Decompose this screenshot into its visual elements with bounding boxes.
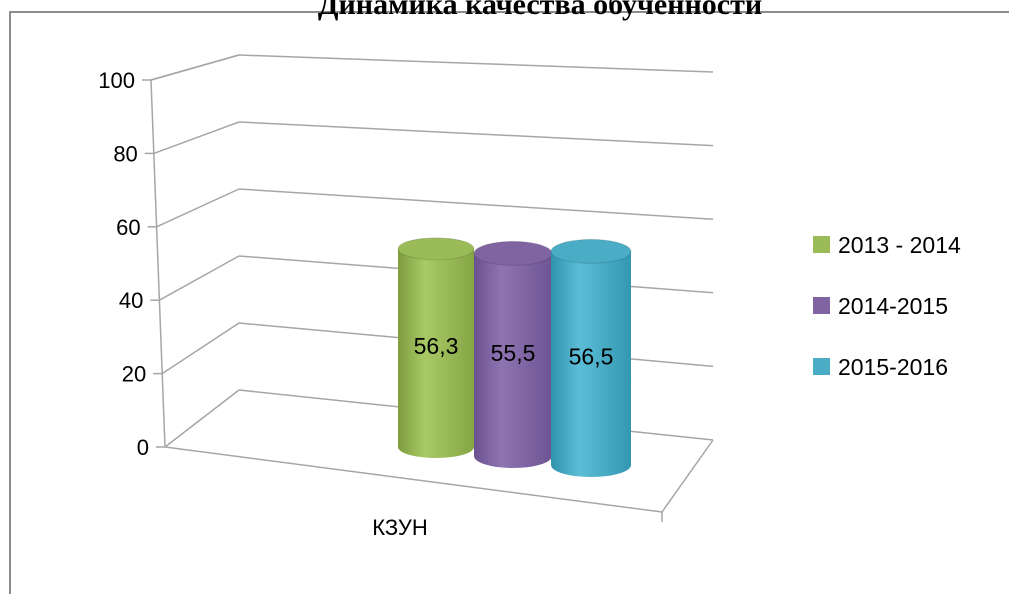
bar-body bbox=[474, 253, 552, 468]
category-label: КЗУН bbox=[372, 515, 427, 540]
floor-left-edge bbox=[164, 389, 240, 448]
legend-item: 2013 - 2014 bbox=[813, 232, 961, 258]
chart-title: Динамика качества обученности bbox=[318, 0, 762, 21]
legend-item: 2015-2016 bbox=[813, 354, 948, 380]
floor-front-edge bbox=[164, 446, 663, 513]
data-labels: 56,3 55,5 56,5 bbox=[414, 333, 614, 370]
bar-top bbox=[397, 237, 475, 261]
legend: 2013 - 2014 2014-2015 2015-2016 bbox=[813, 232, 961, 380]
chart-area-border bbox=[9, 11, 1009, 594]
gridline-side bbox=[150, 54, 240, 81]
side-wall-edge bbox=[150, 79, 166, 448]
gridline bbox=[238, 54, 714, 73]
legend-item: 2014-2015 bbox=[813, 293, 948, 319]
bar-body bbox=[398, 248, 474, 458]
y-tick-label: 40 bbox=[119, 288, 143, 313]
legend-swatch bbox=[813, 297, 830, 314]
floor-right-edge bbox=[661, 439, 714, 513]
y-tick-label: 60 bbox=[116, 215, 140, 240]
bars bbox=[397, 237, 632, 477]
y-tick-label: 100 bbox=[98, 68, 135, 93]
gridline-side bbox=[153, 121, 240, 155]
legend-swatch bbox=[813, 358, 830, 375]
gridline bbox=[238, 121, 714, 147]
y-tick-label: 80 bbox=[113, 141, 137, 166]
bar-2014-2015 bbox=[473, 240, 553, 468]
legend-swatch bbox=[813, 236, 830, 253]
bar-2013-2014 bbox=[397, 237, 475, 458]
y-tick-label: 0 bbox=[137, 435, 149, 460]
gridlines bbox=[150, 54, 714, 375]
bar-2015-2016 bbox=[550, 238, 632, 477]
data-label: 55,5 bbox=[491, 340, 536, 366]
gridline-side bbox=[156, 188, 240, 228]
legend-label: 2013 - 2014 bbox=[838, 232, 961, 258]
gridline-side bbox=[161, 322, 240, 375]
y-tick-label: 20 bbox=[122, 362, 146, 387]
bar-body bbox=[551, 251, 631, 477]
legend-label: 2014-2015 bbox=[838, 293, 948, 319]
y-axis: 0 20 40 60 80 100 bbox=[98, 68, 165, 460]
gridline-side bbox=[159, 255, 240, 301]
data-label: 56,5 bbox=[569, 344, 614, 370]
gridline bbox=[238, 188, 714, 220]
bar-top bbox=[473, 240, 553, 266]
bar-top bbox=[550, 238, 632, 264]
data-label: 56,3 bbox=[414, 333, 459, 359]
legend-label: 2015-2016 bbox=[838, 354, 948, 380]
